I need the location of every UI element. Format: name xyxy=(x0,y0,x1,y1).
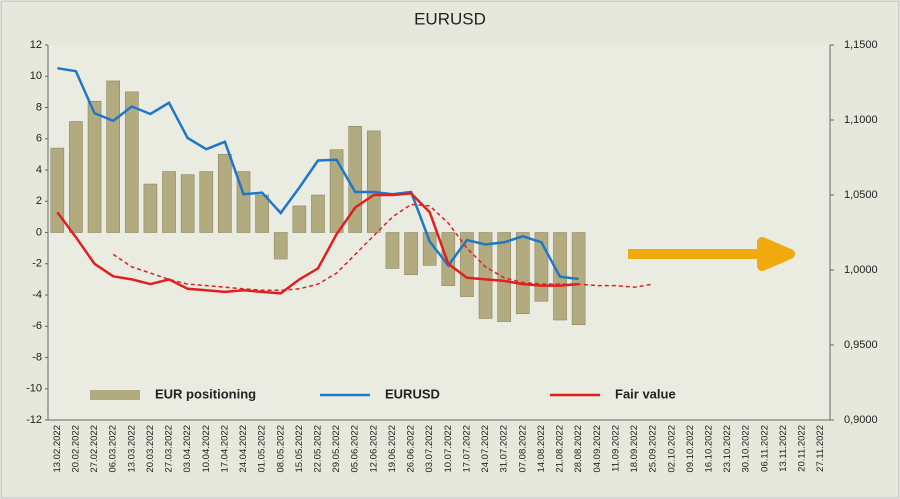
x-tick-label: 13.02.2022 xyxy=(52,425,63,473)
line xyxy=(57,66,579,281)
x-tick-label: 27.02.2022 xyxy=(89,425,100,473)
line xyxy=(112,203,654,292)
bar xyxy=(87,100,102,233)
y-tick-label: 12 xyxy=(30,39,42,51)
bar xyxy=(218,154,232,233)
bar xyxy=(199,171,214,233)
bar xyxy=(478,232,493,319)
x-tick-label: 29.05.2022 xyxy=(331,425,342,473)
x-tick-label: 14.08.2022 xyxy=(536,425,547,473)
y-tick-label: -12 xyxy=(26,414,42,426)
legend-swatch xyxy=(90,390,140,400)
bar xyxy=(255,194,269,233)
y2-tick-label: 1,0500 xyxy=(844,189,878,201)
y-tick-label: 2 xyxy=(36,195,42,207)
x-tick-label: 31.07.2022 xyxy=(499,425,510,473)
x-tick-label: 13.11.2022 xyxy=(778,425,789,472)
x-tick-label: 04.09.2022 xyxy=(592,425,603,473)
plot-area xyxy=(48,45,830,420)
bar xyxy=(348,125,363,233)
x-tick-label: 02.10.2022 xyxy=(666,425,677,473)
bar xyxy=(50,147,65,233)
legend-label: EURUSD xyxy=(385,386,440,401)
x-tick-label: 18.09.2022 xyxy=(629,425,640,473)
x-tick-label: 20.02.2022 xyxy=(70,425,81,473)
x-tick-label: 20.03.2022 xyxy=(145,425,156,473)
x-tick-label: 16.10.2022 xyxy=(703,425,714,473)
x-tick-label: 27.03.2022 xyxy=(164,425,175,473)
bar xyxy=(124,91,139,233)
x-tick-label: 10.04.2022 xyxy=(201,425,212,473)
y-tick-label: -4 xyxy=(32,289,42,301)
bar xyxy=(106,80,120,233)
x-tick-label: 07.08.2022 xyxy=(517,425,528,473)
x-tick-label: 22.05.2022 xyxy=(312,425,323,473)
x-tick-label: 24.07.2022 xyxy=(480,425,491,473)
y-tick-label: -2 xyxy=(32,258,42,270)
y2-tick-label: 0,9500 xyxy=(844,339,878,351)
x-tick-label: 17.07.2022 xyxy=(461,425,472,473)
y2-tick-label: 1,1500 xyxy=(844,39,878,51)
line xyxy=(56,192,579,295)
bar xyxy=(143,183,158,233)
bar xyxy=(460,232,474,297)
x-tick-label: 25.09.2022 xyxy=(648,425,659,473)
y-tick-label: 0 xyxy=(36,226,42,238)
x-tick-label: 03.04.2022 xyxy=(182,425,193,473)
x-tick-label: 09.10.2022 xyxy=(685,425,696,473)
x-tick-label: 06.11.2022 xyxy=(759,425,770,472)
x-tick-label: 11.09.2022 xyxy=(610,425,621,472)
x-tick-label: 27.11.2022 xyxy=(815,425,826,472)
bar xyxy=(385,232,400,269)
bar xyxy=(311,194,325,233)
bar xyxy=(515,232,530,315)
x-tick-label: 23.10.2022 xyxy=(722,425,733,473)
bar xyxy=(404,232,418,275)
y-tick-label: 6 xyxy=(36,133,42,145)
bar xyxy=(273,232,288,260)
x-tick-label: 08.05.2022 xyxy=(275,425,286,473)
y-tick-label: -10 xyxy=(26,383,42,395)
legend-label: Fair value xyxy=(615,386,676,401)
y2-tick-label: 0,9000 xyxy=(844,414,878,426)
y2-tick-label: 1,1000 xyxy=(844,114,878,126)
legend-label: EUR positioning xyxy=(155,386,256,401)
x-tick-label: 30.10.2022 xyxy=(741,425,752,473)
arrow xyxy=(628,237,795,271)
y-tick-label: -6 xyxy=(32,320,42,332)
x-tick-label: 19.06.2022 xyxy=(387,425,398,473)
y-tick-label: 4 xyxy=(36,164,42,176)
y-tick-label: -8 xyxy=(32,351,42,363)
x-tick-label: 01.05.2022 xyxy=(257,425,268,473)
x-tick-label: 06.03.2022 xyxy=(108,425,119,473)
bar xyxy=(180,174,195,233)
bar xyxy=(367,130,381,233)
x-tick-label: 03.07.2022 xyxy=(424,425,435,473)
x-tick-label: 17.04.2022 xyxy=(219,425,230,473)
y-tick-label: 10 xyxy=(30,70,42,82)
bar xyxy=(69,121,83,233)
x-tick-label: 13.03.2022 xyxy=(126,425,137,473)
x-tick-label: 10.07.2022 xyxy=(443,425,454,473)
x-tick-label: 24.04.2022 xyxy=(238,425,249,473)
x-tick-label: 05.06.2022 xyxy=(350,425,361,473)
y2-tick-label: 1,0000 xyxy=(844,264,878,276)
y-tick-label: 8 xyxy=(36,101,42,113)
x-tick-label: 12.06.2022 xyxy=(368,425,379,473)
x-tick-label: 15.05.2022 xyxy=(294,425,305,473)
x-tick-label: 28.08.2022 xyxy=(573,425,584,473)
x-tick-label: 21.08.2022 xyxy=(555,425,566,473)
bar xyxy=(292,205,307,233)
x-tick-label: 20.11.2022 xyxy=(797,425,808,472)
chart-title: EURUSD xyxy=(414,9,486,28)
bar xyxy=(162,171,176,233)
x-tick-label: 26.06.2022 xyxy=(406,425,417,473)
